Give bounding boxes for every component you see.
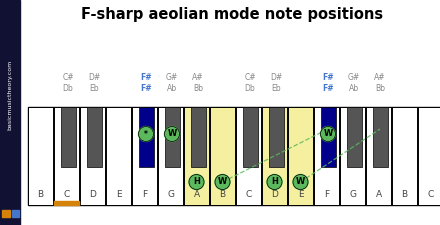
Text: D#: D# [88,73,100,82]
Text: Bb: Bb [193,84,203,93]
Bar [347,107,362,167]
Text: D: D [271,190,278,199]
Text: basicmusictheory.com: basicmusictheory.com [7,60,12,130]
Bar [314,107,339,205]
Text: E: E [116,190,121,199]
Text: F#: F# [140,84,152,93]
Bar [12,210,19,217]
Circle shape [320,126,335,142]
Bar [28,107,53,205]
Text: W: W [218,178,227,187]
Text: A#: A# [374,73,386,82]
Text: A: A [194,190,200,199]
Text: W: W [323,130,333,139]
Text: A: A [375,190,381,199]
Text: Bb: Bb [375,84,385,93]
Bar [60,107,76,167]
Bar [268,107,283,167]
Circle shape [139,126,154,142]
Text: Eb: Eb [89,84,99,93]
Bar [392,107,417,205]
Bar [165,107,180,167]
Bar [191,107,205,167]
Bar [54,107,79,205]
Text: D#: D# [270,73,282,82]
Bar [28,107,440,205]
Circle shape [215,175,230,189]
Text: F#: F# [322,73,334,82]
Text: G#: G# [348,73,360,82]
Circle shape [267,175,282,189]
Text: C: C [427,190,434,199]
Text: Ab: Ab [349,84,359,93]
Text: B: B [220,190,226,199]
Bar [373,107,388,167]
Text: F: F [142,190,147,199]
Text: F#: F# [140,73,152,82]
Text: F#: F# [322,84,334,93]
Text: Eb: Eb [271,84,281,93]
Text: H: H [193,178,200,187]
Text: C#: C# [244,73,256,82]
Text: H: H [271,178,278,187]
Text: D: D [89,190,96,199]
Bar [288,107,313,205]
Bar [242,107,257,167]
Bar [87,107,102,167]
Bar [262,107,287,205]
Circle shape [189,175,204,189]
Text: B: B [37,190,44,199]
Text: Ab: Ab [167,84,177,93]
Bar [320,107,335,167]
Text: W: W [296,178,305,187]
Text: *: * [144,130,148,139]
Bar [2,210,10,217]
Bar [80,107,105,205]
Text: B: B [401,190,407,199]
Bar [210,107,235,205]
Bar [139,107,154,167]
Text: G#: G# [166,73,178,82]
Circle shape [293,175,308,189]
Text: W: W [167,130,176,139]
Bar [106,107,131,205]
Text: C#: C# [62,73,74,82]
Bar [366,107,391,205]
Bar [184,107,209,205]
Text: C: C [63,190,70,199]
Text: A#: A# [192,73,204,82]
Text: C: C [246,190,252,199]
Bar [236,107,261,205]
Text: F: F [324,190,329,199]
Bar [340,107,365,205]
Bar [158,107,183,205]
Bar [54,201,79,205]
Bar [418,107,440,205]
Text: Db: Db [62,84,73,93]
Bar [0,0,20,225]
Bar [132,107,157,205]
Text: E: E [298,190,303,199]
Circle shape [165,126,180,142]
Text: F-sharp aeolian mode note positions: F-sharp aeolian mode note positions [81,7,383,22]
Text: G: G [349,190,356,199]
Text: G: G [167,190,174,199]
Text: Db: Db [245,84,255,93]
